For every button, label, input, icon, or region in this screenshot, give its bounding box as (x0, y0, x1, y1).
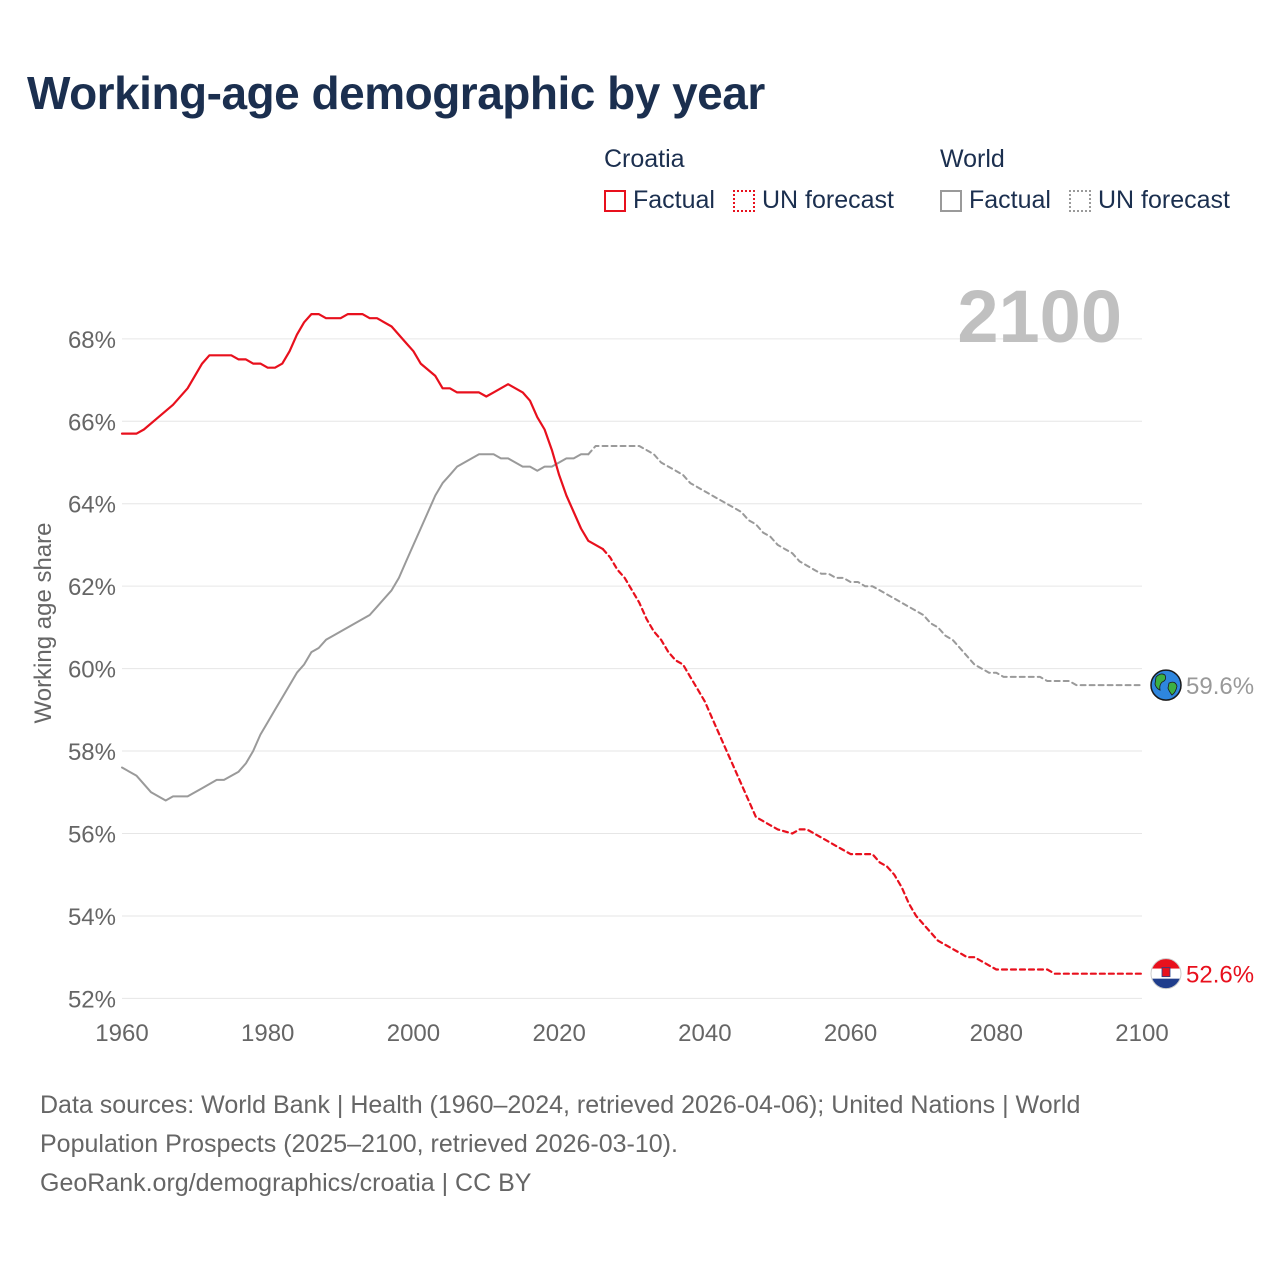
y-tick-label: 66% (68, 409, 116, 436)
footer-credit-link[interactable]: GeoRank.org/demographics/croatia | CC BY (40, 1169, 532, 1197)
legend-item-world-factual[interactable]: Factual (940, 186, 1051, 215)
legend-group-world: World Factual UN forecast (940, 144, 1230, 215)
y-tick-label: 56% (68, 822, 116, 849)
globe-land (1154, 673, 1166, 691)
end-labels: 59.6% 52.6% (1150, 669, 1254, 990)
x-tick-label: 2040 (678, 1020, 731, 1047)
legend-swatch (604, 189, 626, 212)
legend-item-label: Factual (969, 186, 1051, 214)
legend-swatch (940, 189, 962, 212)
flag-stripe-blue (1151, 978, 1181, 989)
world-un-forecast-line (587, 445, 1143, 687)
x-tick-label: 1960 (95, 1020, 148, 1047)
y-tick-label: 52% (68, 986, 116, 1013)
legend-group-croatia: Croatia Factual UN forecast (604, 144, 894, 215)
x-tick-label: 2100 (1115, 1020, 1168, 1047)
x-tick-label: 1980 (241, 1020, 294, 1047)
y-axis-label: Working age share (30, 523, 57, 724)
flag-coat-of-arms (1161, 967, 1171, 978)
y-tick-label: 54% (68, 904, 116, 931)
croatia-un-forecast-line (601, 548, 1144, 975)
end-value-label: 52.6% (1186, 962, 1254, 989)
legend-swatch (1068, 189, 1091, 212)
legend-item-label: UN forecast (1097, 186, 1230, 214)
x-tick-label: 2000 (387, 1020, 440, 1047)
y-tick-label: 64% (68, 492, 116, 519)
legend-group-label: Croatia (604, 145, 685, 173)
grid (122, 338, 1142, 999)
legend-swatch (732, 189, 755, 212)
legend-item-label: Factual (633, 186, 715, 214)
legend-group-label: World (940, 145, 1005, 173)
y-tick-label: 60% (68, 657, 116, 684)
legend-item-croatia-forecast[interactable]: UN forecast (732, 186, 894, 215)
globe-icon (1150, 669, 1182, 701)
croatia-factual-line (120, 313, 604, 551)
y-tick-label: 68% (68, 327, 116, 354)
legend-item-label: UN forecast (761, 186, 894, 214)
flag-stripes (1151, 958, 1181, 989)
flag-outline (1150, 958, 1182, 990)
axis-labels: 52% 54% 56% 58% 60% 62% 64% 66% 68% 1960 1980 2000 2… (30, 275, 1169, 1047)
chart-title: Working-age demographic by year (27, 67, 765, 119)
current-year-label: 2100 (957, 275, 1122, 358)
legend-item-world-forecast[interactable]: UN forecast (1068, 186, 1230, 215)
globe-land (1167, 681, 1178, 696)
x-tick-label: 2020 (532, 1020, 585, 1047)
world-factual-line (121, 453, 590, 802)
footer-source-line-1: Data sources: World Bank | Health (1960–… (40, 1091, 1081, 1119)
footer: Data sources: World Bank | Health (1960–… (40, 1086, 1240, 1203)
end-value-label: 59.6% (1186, 673, 1254, 700)
croatia-flag-icon (1150, 958, 1182, 990)
x-tick-label: 2060 (824, 1020, 877, 1047)
x-tick-label: 2080 (970, 1020, 1023, 1047)
y-tick-label: 58% (68, 739, 116, 766)
y-tick-label: 62% (68, 574, 116, 601)
flag-stripe-red (1151, 958, 1181, 969)
legend-item-croatia-factual[interactable]: Factual (604, 186, 715, 215)
series-lines (120, 313, 1144, 975)
footer-source-line-2: Population Prospects (2025–2100, retriev… (40, 1130, 678, 1158)
